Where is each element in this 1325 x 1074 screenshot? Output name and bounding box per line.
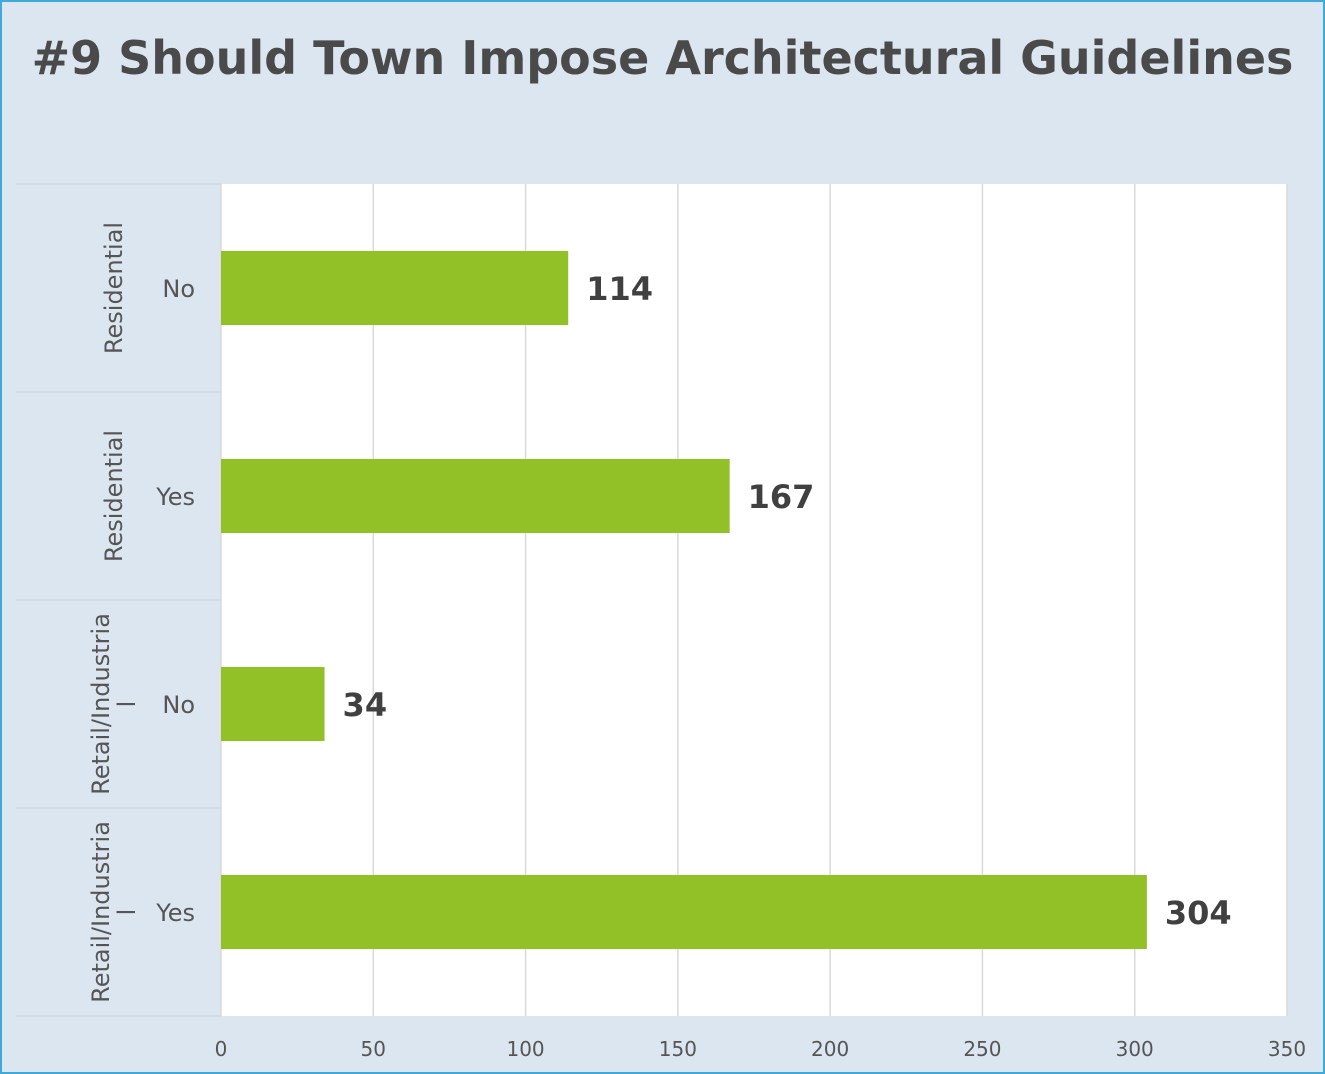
category-label: No	[162, 691, 195, 719]
group-label: Retail/Industrial	[87, 821, 141, 1003]
chart-title: #9 Should Town Impose Architectural Guid…	[31, 31, 1294, 85]
bar	[221, 875, 1147, 949]
group-label-line: Retail/Industria	[87, 821, 115, 1003]
category-label: Yes	[155, 483, 195, 511]
data-label: 114	[586, 270, 653, 308]
group-label-line: Residential	[100, 430, 128, 562]
bar	[221, 251, 569, 325]
x-tick-label: 300	[1116, 1037, 1154, 1061]
x-tick-label: 150	[659, 1037, 697, 1061]
x-tick-label: 350	[1268, 1037, 1306, 1061]
x-tick-label: 0	[215, 1037, 228, 1061]
group-label: Residential	[100, 222, 128, 354]
group-label: Retail/Industrial	[87, 613, 141, 795]
category-label: No	[162, 275, 195, 303]
group-label-line: Residential	[100, 222, 128, 354]
data-label: 34	[343, 686, 388, 724]
bar	[221, 459, 730, 533]
x-tick-label: 50	[361, 1037, 386, 1061]
group-label-line: l	[113, 701, 141, 708]
group-label-line: l	[113, 909, 141, 916]
category-label: Yes	[155, 899, 195, 927]
bar	[221, 667, 325, 741]
data-label: 304	[1165, 894, 1232, 932]
group-label: Residential	[100, 430, 128, 562]
x-tick-label: 100	[506, 1037, 544, 1061]
x-tick-label: 200	[811, 1037, 849, 1061]
group-label-line: Retail/Industria	[87, 613, 115, 795]
x-tick-label: 250	[963, 1037, 1001, 1061]
data-label: 167	[748, 478, 815, 516]
